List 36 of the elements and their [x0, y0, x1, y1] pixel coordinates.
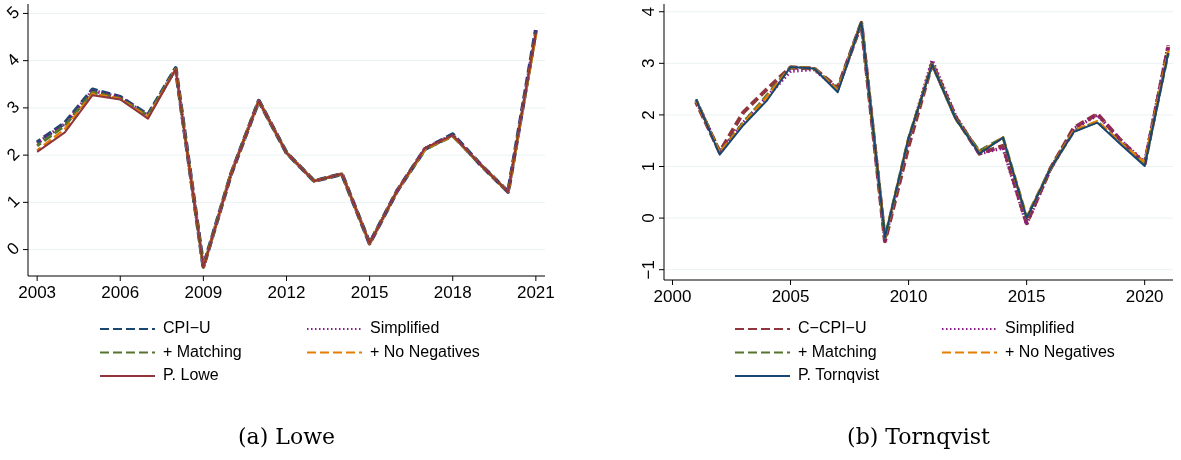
y-tick-label: 1 [3, 191, 24, 212]
x-tick-label: 2006 [101, 283, 140, 302]
legend-label: + No Negatives [1005, 342, 1115, 360]
legend-label: CPI−U [163, 319, 211, 337]
x-tick-label: 2012 [267, 283, 306, 302]
y-tick-label: 3 [3, 97, 24, 118]
y-tick-label: 4 [639, 7, 659, 17]
x-tick-label: 2020 [1125, 287, 1164, 306]
x-tick-label: 2015 [1007, 287, 1046, 306]
legend-label: + Matching [798, 342, 877, 360]
y-tick-label: 4 [3, 49, 24, 71]
x-tick-label: 2010 [889, 287, 928, 306]
legend-label: Simplified [370, 319, 440, 337]
legend-label: + Matching [163, 342, 242, 360]
legend-label: P. Lowe [163, 366, 219, 384]
x-tick-label: 2018 [433, 283, 472, 302]
text: (a) Lowe [238, 424, 335, 449]
text: (b) Tornqvist [847, 424, 991, 449]
y-tick-label: 3 [639, 58, 659, 69]
x-tick-label: 2021 [516, 283, 555, 302]
y-tick-label: 2 [3, 144, 24, 165]
y-tick-label: 1 [639, 161, 659, 172]
x-tick-label: 2015 [350, 283, 389, 302]
x-tick-label: 2005 [771, 287, 810, 306]
y-tick-label: 2 [639, 110, 659, 120]
x-tick-label: 2009 [184, 283, 223, 302]
y-tick-label: 0 [3, 238, 24, 259]
y-tick-label: −1 [639, 259, 659, 280]
legend-label: C−CPI−U [798, 319, 867, 337]
y-tick-label: 0 [639, 213, 659, 223]
x-tick-label: 2000 [653, 287, 692, 306]
legend-label: P. Tornqvist [798, 366, 880, 384]
legend-label: Simplified [1005, 319, 1075, 337]
x-tick-label: 2003 [18, 283, 57, 302]
y-tick-label: 5 [3, 2, 24, 23]
legend-label: + No Negatives [370, 342, 480, 360]
